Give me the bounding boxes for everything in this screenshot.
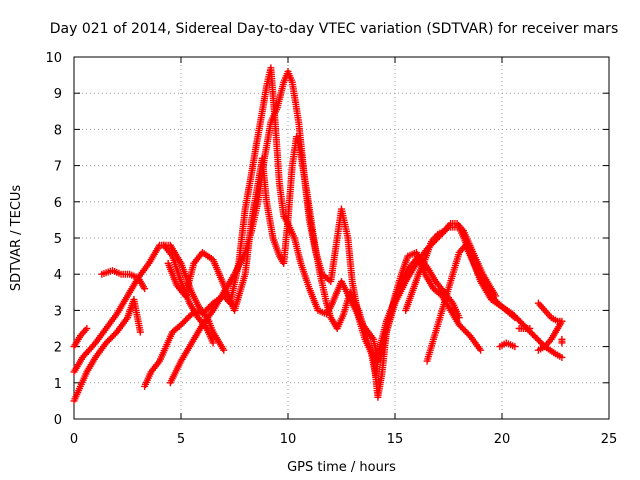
y-tick-label: 0 (54, 413, 62, 428)
series-track-8 (164, 133, 463, 380)
data-point (529, 330, 537, 338)
data-point (458, 324, 466, 332)
data-point (105, 336, 113, 344)
series-track-2 (70, 296, 144, 405)
series-track-4 (70, 325, 91, 351)
data-point (526, 325, 534, 332)
data-point (455, 321, 463, 329)
data-point (533, 335, 541, 343)
data-point (463, 329, 471, 337)
y-tick-label: 1 (54, 377, 62, 392)
series-track-5 (141, 306, 228, 390)
data-point (220, 346, 228, 354)
data-point (186, 312, 194, 320)
y-tick-label: 10 (45, 51, 62, 66)
data-point (477, 346, 485, 354)
x-tick-label: 0 (70, 432, 78, 447)
data-point (558, 335, 566, 343)
y-tick-label: 7 (54, 160, 62, 175)
x-tick-label: 10 (280, 432, 297, 447)
y-tick-label: 2 (54, 341, 62, 356)
data-point (183, 315, 191, 323)
data-point (203, 305, 211, 313)
data-point (107, 334, 115, 342)
y-tick-label: 8 (54, 123, 62, 138)
x-tick-label: 20 (494, 432, 511, 447)
data-point (538, 339, 546, 347)
y-tick-label: 4 (54, 268, 62, 283)
data-point (535, 336, 543, 344)
data-point (205, 304, 213, 312)
chart-title: Day 021 of 2014, Sidereal Day-to-day VTE… (50, 21, 618, 37)
y-tick-label: 3 (54, 304, 62, 319)
data-point (532, 333, 540, 341)
data-point (516, 318, 524, 326)
data-point (185, 313, 193, 321)
data-point (180, 318, 188, 326)
x-tick-label: 25 (601, 432, 618, 447)
series-track-13 (534, 299, 566, 354)
y-tick-label: 9 (54, 87, 62, 102)
series-track-10 (423, 241, 519, 365)
x-tick-label: 15 (387, 432, 404, 447)
x-axis-label: GPS time / hours (287, 460, 396, 475)
ticks: 0 5 10 15 20 25 0 1 2 3 4 5 6 7 8 9 10 (45, 51, 617, 447)
data-point (209, 339, 217, 347)
series-track-1 (70, 64, 566, 376)
data-point (179, 319, 187, 327)
y-axis-label: SDTVAR / TECUs (9, 185, 24, 292)
data-point (515, 316, 523, 324)
data-point (177, 321, 185, 329)
series-track-14 (558, 335, 566, 347)
data-point (108, 333, 116, 341)
data-point (182, 316, 190, 324)
data-point (83, 325, 91, 332)
data-point (455, 314, 463, 322)
data-point (511, 343, 519, 351)
data-point (530, 332, 538, 340)
series-track-11 (496, 339, 519, 351)
grid (74, 57, 609, 419)
data-point (461, 327, 469, 335)
data-point (104, 337, 112, 345)
y-tick-label: 5 (54, 232, 62, 247)
data-point (141, 285, 149, 293)
data-point (527, 329, 535, 337)
series-track-12 (515, 325, 534, 332)
y-tick-label: 6 (54, 196, 62, 211)
series (70, 64, 566, 405)
data-point (460, 326, 468, 334)
data-point (511, 314, 519, 322)
x-tick-label: 5 (177, 432, 185, 447)
data-point (457, 322, 465, 330)
data-point (558, 353, 566, 361)
series-track-3 (98, 267, 149, 293)
data-point (136, 328, 144, 336)
data-point (534, 346, 542, 354)
data-point (102, 339, 110, 347)
data-point (110, 331, 118, 339)
data-point (536, 338, 544, 346)
